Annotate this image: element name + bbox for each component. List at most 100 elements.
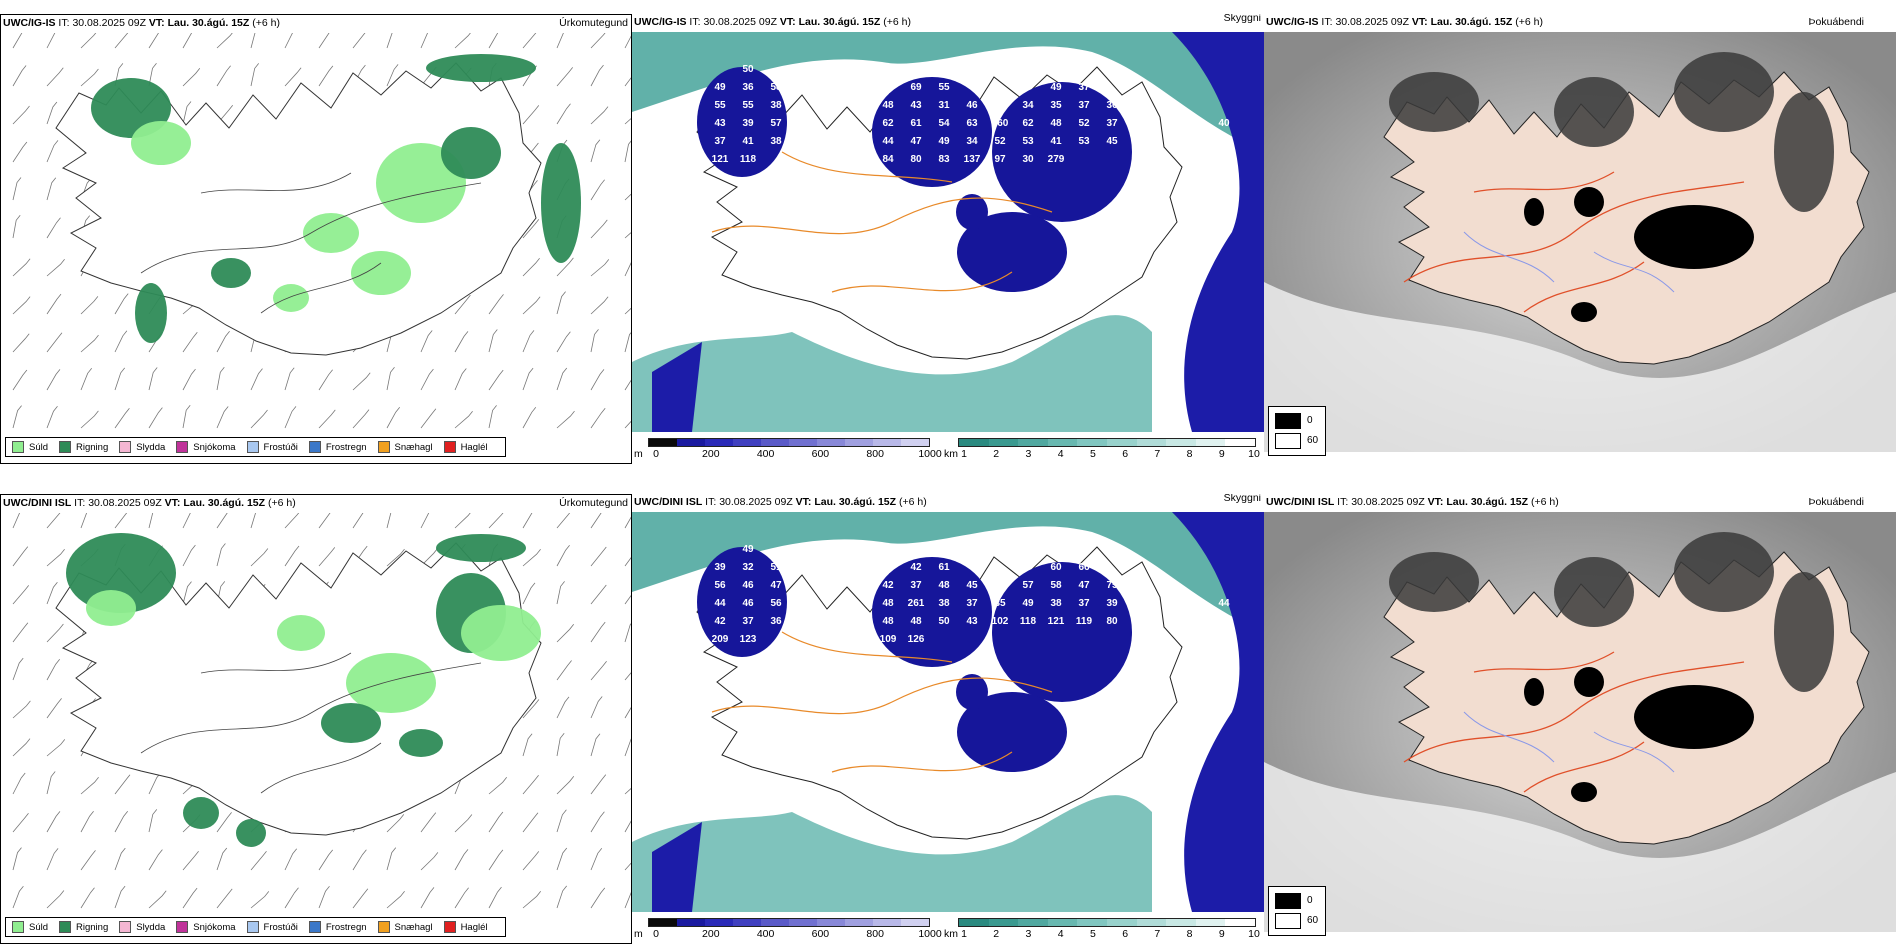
wind-barb — [420, 513, 430, 529]
colorbar-unit: km — [944, 928, 958, 940]
colorbar-step — [845, 439, 873, 446]
wind-barb — [80, 296, 99, 315]
legend-swatch — [12, 441, 24, 453]
colorbar-tick: 1000 — [918, 448, 942, 460]
precip-legend: Súld Rigning Slydda Snjókoma Frostúði Frostre… — [5, 917, 506, 937]
model-name: UWC/DINI ISL — [634, 496, 703, 508]
legend-item: Slydda — [119, 441, 165, 453]
ceiling-value-label: 61 — [910, 118, 922, 129]
ceiling-value-label: 41 — [742, 136, 754, 147]
colorbar-step — [1195, 919, 1226, 926]
vt-value: Lau. 30.ágú. 15Z — [167, 17, 250, 29]
wind-barb — [624, 706, 631, 719]
wind-barb — [352, 513, 364, 529]
wind-barb — [386, 513, 392, 529]
ceiling-value-label: 49 — [1050, 82, 1062, 93]
wind-barb — [386, 367, 395, 391]
panel-title: Úrkomutegund — [559, 497, 628, 509]
colorbar-tick: 0 — [653, 928, 659, 940]
wind-barb — [182, 405, 191, 429]
panel-header: UWC/DINI ISL IT: 30.08.2025 09Z VT: Lau.… — [632, 494, 1264, 510]
wind-barb — [12, 258, 31, 277]
ceiling-value-label: 37 — [714, 136, 726, 147]
wind-barb — [284, 67, 302, 87]
legend-item: Snjókoma — [176, 441, 236, 453]
wind-barb — [284, 33, 293, 49]
ceiling-value-label: 48 — [1050, 118, 1062, 129]
model-name: UWC/DINI ISL — [3, 497, 72, 509]
wind-barb — [556, 776, 575, 795]
ceiling-value-label: 58 — [770, 82, 782, 93]
ceiling-value-label: 75 — [1106, 580, 1118, 591]
ceiling-value-label: 40 — [1190, 136, 1202, 147]
wind-barb — [556, 660, 572, 681]
wind-barb — [590, 513, 602, 529]
it-label: IT: — [1321, 16, 1333, 28]
wind-barb — [12, 546, 29, 567]
wind-barb — [216, 847, 228, 871]
ceiling-value-label: 261 — [908, 598, 925, 609]
wind-barb — [590, 696, 603, 719]
ceiling-value-label: 58 — [1050, 580, 1062, 591]
wind-barb — [590, 259, 610, 277]
wind-barb — [488, 329, 498, 353]
legend-item: Súld — [12, 441, 48, 453]
wind-barb — [624, 420, 631, 429]
ceiling-value-label: 55 — [938, 82, 950, 93]
wind-barb — [522, 812, 539, 833]
wind-barb — [46, 739, 66, 757]
fog-area — [1554, 77, 1634, 147]
vt-value: Lau. 30.ágú. 15Z — [798, 16, 881, 28]
wind-barb — [522, 699, 540, 719]
colorbar-tick: 2 — [993, 448, 1000, 460]
ceiling-value-label: 34 — [1022, 100, 1034, 111]
wind-barb — [46, 258, 65, 277]
road-network — [1403, 651, 1745, 793]
ceiling-value-label: 37 — [742, 616, 754, 627]
wind-barb — [12, 33, 23, 49]
wind-barb — [488, 513, 504, 529]
legend-item: Frostregn — [308, 921, 367, 933]
wind-barb — [590, 296, 609, 315]
ceiling-value-label: 57 — [770, 118, 782, 129]
wind-barb — [590, 64, 604, 87]
river-network — [1463, 711, 1675, 773]
it-value: 30.08.2025 09Z — [1351, 496, 1425, 508]
glacier-area — [1571, 302, 1597, 322]
wind-barb — [148, 890, 167, 909]
colorbar-step — [901, 439, 929, 446]
glacier-area — [1574, 667, 1604, 697]
panel-title: Úrkomutegund — [559, 17, 628, 29]
ceiling-value-label: 126 — [908, 634, 925, 645]
fog-area — [1389, 552, 1479, 612]
colorbar-tick: 1 — [961, 448, 967, 460]
colorbar-step — [988, 919, 1019, 926]
ceiling-value-label: 47 — [910, 136, 922, 147]
wind-barb — [80, 513, 88, 529]
legend-swatch — [443, 441, 456, 453]
wind-barb — [386, 890, 405, 909]
ceiling-value-label: 279 — [1048, 154, 1065, 165]
wind-barb — [148, 407, 163, 429]
legend-item: Frostúði — [246, 921, 298, 933]
precip-area — [461, 605, 541, 661]
wind-barb — [46, 67, 64, 87]
colorbar-tick: 4 — [1057, 928, 1064, 940]
wind-barb — [216, 812, 232, 833]
ceiling-value-label: 43 — [966, 616, 978, 627]
wind-barb — [12, 177, 22, 201]
colorbar-tick: 10 — [1248, 448, 1260, 460]
colorbar-tick: 400 — [756, 928, 775, 940]
wind-barb — [250, 850, 267, 871]
colorbar-tick: 1 — [961, 928, 967, 940]
wind-barb — [182, 887, 198, 909]
colorbar-step — [705, 919, 733, 926]
ceiling-value-label: 38 — [770, 100, 782, 111]
wind-barb — [284, 406, 297, 429]
wind-barb — [352, 33, 366, 49]
visibility-field-north — [632, 32, 1264, 152]
ceiling-value-label: 49 — [1218, 136, 1230, 147]
low-ceiling-field-east — [1172, 32, 1264, 432]
colorbar-step — [873, 439, 901, 446]
ceiling-value-label: 39 — [1106, 598, 1118, 609]
